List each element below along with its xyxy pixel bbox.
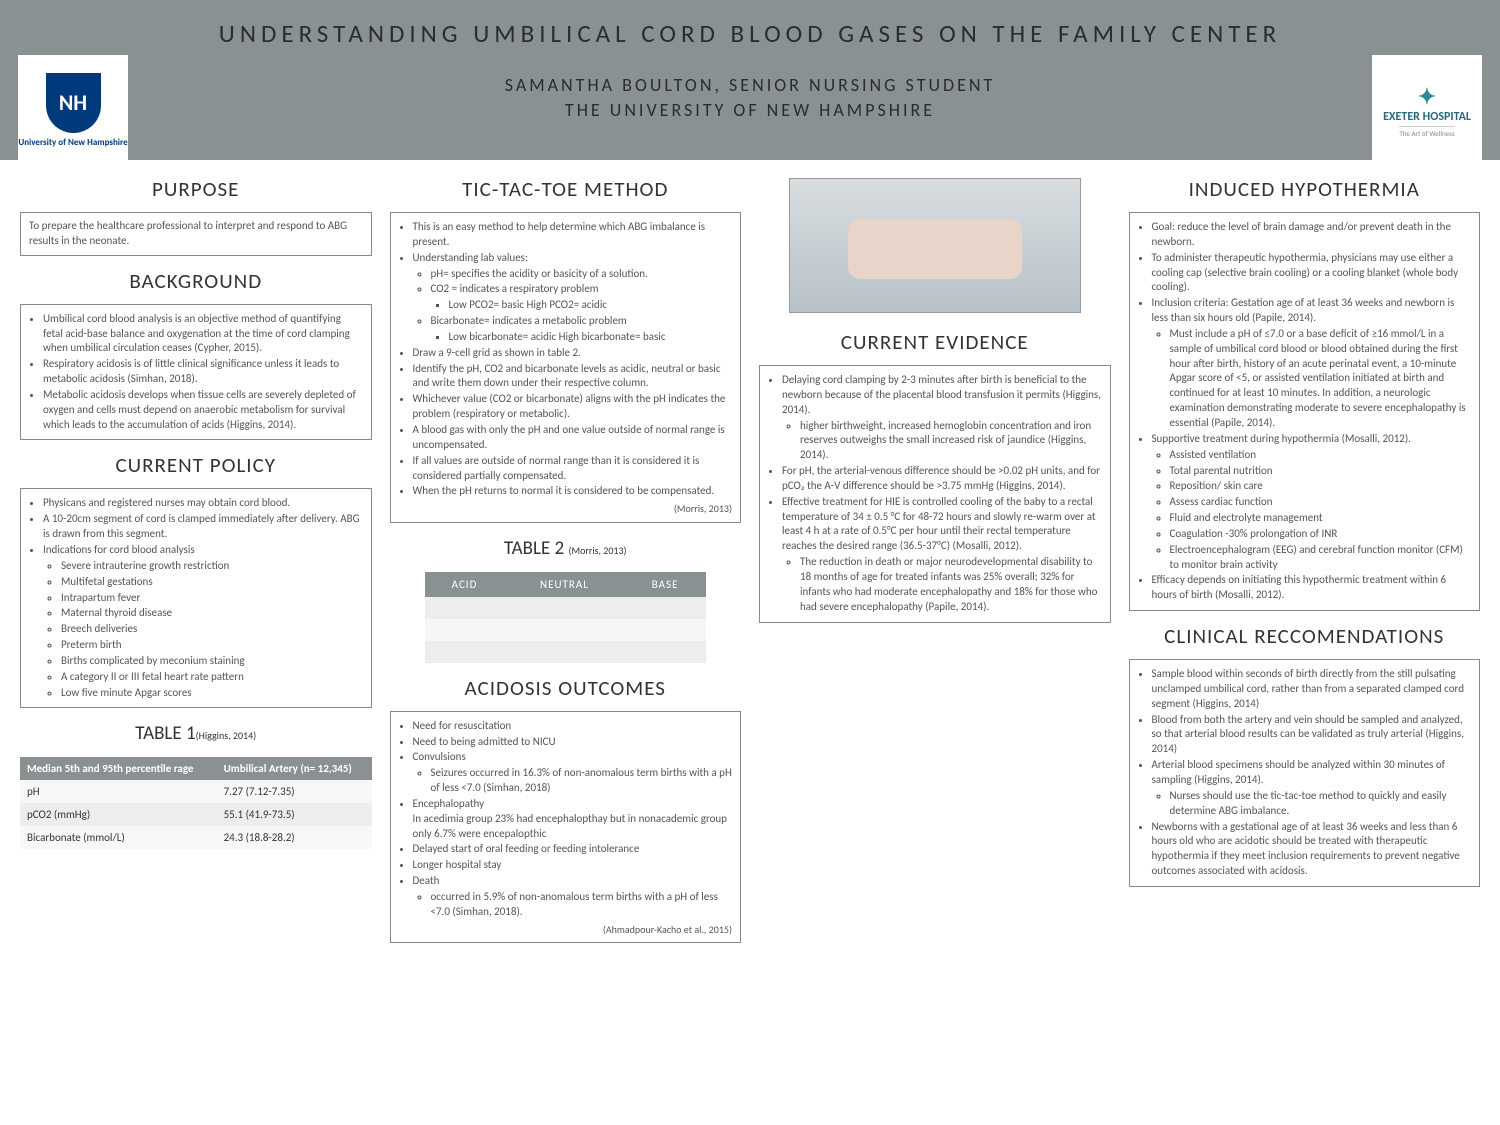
table-2: ACIDNEUTRALBASE <box>425 572 706 663</box>
unh-logo: NH University of New Hampshire <box>18 55 128 165</box>
purpose-box: To prepare the healthcare professional t… <box>20 212 372 256</box>
poster-body: PURPOSE To prepare the healthcare profes… <box>0 160 1500 1125</box>
neonate-photo <box>789 178 1081 313</box>
table1-caption: TABLE 1(Higgins, 2014) <box>20 722 372 745</box>
poster-title: UNDERSTANDING UMBILICAL CORD BLOOD GASES… <box>20 18 1480 49</box>
hypothermia-box: Goal: reduce the level of brain damage a… <box>1129 212 1481 611</box>
column-3: CURRENT EVIDENCE Delaying cord clamping … <box>759 172 1111 1113</box>
policy-heading: CURRENT POLICY <box>20 452 372 478</box>
acidosis-heading: ACIDOSIS OUTCOMES <box>390 675 742 701</box>
poster-subtitle: SAMANTHA BOULTON, SENIOR NURSING STUDENT… <box>20 73 1480 123</box>
column-4: INDUCED HYPOTHERMIA Goal: reduce the lev… <box>1129 172 1481 1113</box>
purpose-heading: PURPOSE <box>20 176 372 202</box>
poster-header: UNDERSTANDING UMBILICAL CORD BLOOD GASES… <box>0 0 1500 160</box>
background-box: Umbilical cord blood analysis is an obje… <box>20 304 372 441</box>
recommendations-heading: CLINICAL RECCOMENDATIONS <box>1129 623 1481 649</box>
recommendations-box: Sample blood within seconds of birth dir… <box>1129 659 1481 887</box>
column-1: PURPOSE To prepare the healthcare profes… <box>20 172 372 1113</box>
policy-box: Physicans and registered nurses may obta… <box>20 488 372 708</box>
hypothermia-heading: INDUCED HYPOTHERMIA <box>1129 176 1481 202</box>
evidence-heading: CURRENT EVIDENCE <box>759 329 1111 355</box>
table2-caption: TABLE 2 (Morris, 2013) <box>390 537 742 560</box>
background-heading: BACKGROUND <box>20 268 372 294</box>
ttt-box: This is an easy method to help determine… <box>390 212 742 523</box>
evidence-box: Delaying cord clamping by 2-3 minutes af… <box>759 365 1111 623</box>
column-2: TIC-TAC-TOE METHOD This is an easy metho… <box>390 172 742 1113</box>
ttt-heading: TIC-TAC-TOE METHOD <box>390 176 742 202</box>
table-1: Median 5th and 95th percentile rageUmbil… <box>20 757 372 849</box>
acidosis-box: Need for resuscitationNeed to being admi… <box>390 711 742 943</box>
exeter-logo: ✦ EXETER HOSPITAL The Art of Wellness <box>1372 55 1482 165</box>
